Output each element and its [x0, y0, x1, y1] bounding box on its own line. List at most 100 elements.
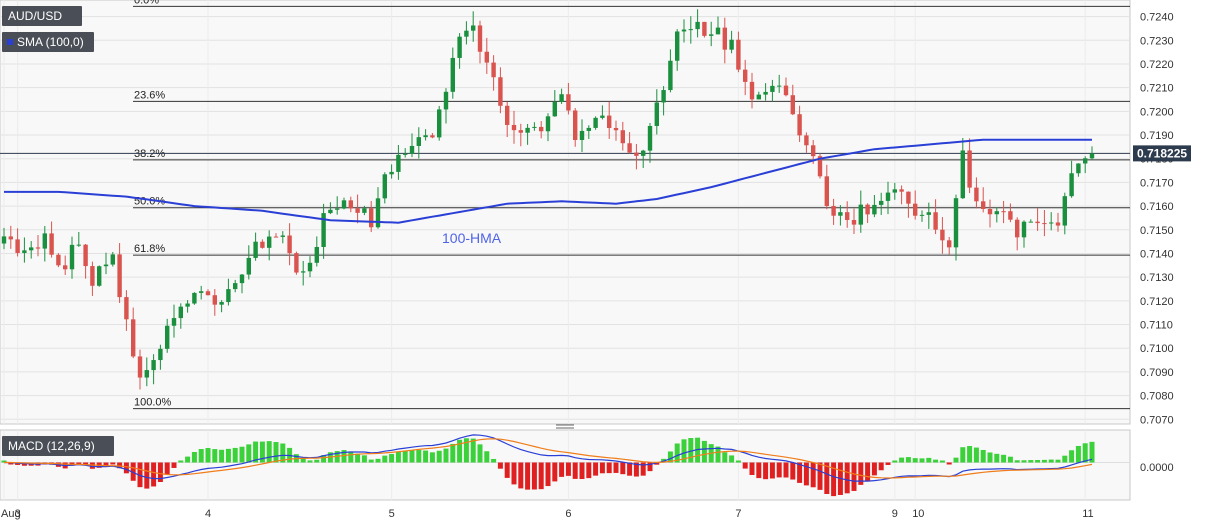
candle: [681, 19, 687, 43]
macd-hist-bar: [647, 462, 653, 472]
candle: [940, 217, 945, 254]
candle-body: [464, 30, 469, 37]
macd-hist-bar: [552, 462, 558, 482]
candle: [1001, 200, 1006, 224]
macd-hist-bar: [939, 460, 945, 463]
candle-body: [307, 262, 313, 272]
macd-hist-bar: [157, 462, 163, 483]
candle-body: [1028, 221, 1033, 223]
candle-body: [777, 85, 782, 87]
candle-body: [246, 257, 251, 275]
candle-body: [396, 154, 401, 172]
time-tick-label: 5: [389, 508, 395, 520]
candle-body: [783, 85, 789, 96]
macd-hist-bar: [450, 443, 456, 463]
candle: [76, 231, 81, 247]
candle-body: [110, 254, 115, 265]
candle: [593, 116, 598, 130]
candle: [981, 187, 986, 213]
macd-hist-bar: [885, 462, 891, 465]
panel-resize-handle[interactable]: [556, 424, 574, 429]
candle: [967, 138, 972, 194]
candle: [974, 177, 979, 209]
macd-hist-bar: [1075, 445, 1081, 463]
candle: [396, 145, 401, 180]
macd-tag[interactable]: MACD (12,26,9): [2, 436, 114, 456]
candle-body: [158, 348, 163, 361]
macd-hist-bar: [178, 460, 184, 463]
candle-body: [811, 145, 816, 157]
candle-body: [940, 229, 945, 241]
candle: [1055, 212, 1061, 232]
macd-hist-bar: [273, 442, 279, 463]
candle-body: [90, 266, 95, 286]
macd-hist-bar: [239, 446, 245, 463]
price-tick-label: 0.7160: [1140, 201, 1174, 213]
candle-body: [511, 124, 517, 131]
candle: [865, 203, 870, 224]
candle: [790, 84, 795, 116]
price-tick-label: 0.7070: [1140, 414, 1174, 426]
macd-hist-bar: [1041, 459, 1047, 463]
candle-body: [226, 289, 231, 303]
sma-tag[interactable]: SMA (100,0): [2, 32, 94, 52]
candle: [1, 227, 7, 250]
candle: [165, 318, 170, 353]
candle-body: [491, 62, 496, 78]
candle: [49, 221, 54, 258]
candle: [341, 197, 347, 210]
time-tick-label: 7: [735, 508, 741, 520]
macd-hist-bar: [1055, 459, 1061, 463]
candle-body: [131, 319, 136, 357]
candle: [124, 290, 129, 331]
price-panel: [0, 0, 1131, 425]
macd-hist-bar: [606, 462, 612, 474]
candle-body: [879, 200, 884, 205]
candle-body: [743, 69, 748, 82]
candle: [151, 354, 156, 385]
macd-hist-bar: [545, 462, 551, 487]
macd-hist-bar: [443, 448, 449, 463]
candle: [641, 149, 646, 168]
macd-hist-bar: [375, 458, 381, 463]
candle: [532, 122, 537, 131]
candle: [831, 198, 836, 225]
candle: [464, 21, 469, 45]
instrument-tag[interactable]: AUD/USD: [2, 6, 82, 26]
macd-hist-bar: [103, 462, 109, 467]
candle-body: [233, 283, 238, 290]
macd-hist-bar: [810, 462, 816, 488]
macd-hist-bar: [416, 449, 422, 463]
candle-body: [69, 244, 75, 270]
macd-hist-bar: [191, 451, 197, 463]
candle: [607, 101, 612, 139]
candle: [879, 192, 884, 215]
candle-body: [185, 303, 190, 307]
candle: [763, 83, 768, 101]
candle-body: [688, 29, 693, 31]
macd-hist-bar: [409, 450, 415, 463]
candle-body: [539, 126, 544, 132]
candle-body: [804, 135, 809, 146]
macd-hist-bar: [423, 450, 429, 463]
candle-body: [205, 291, 211, 296]
candle-body: [892, 189, 897, 193]
candle-body: [987, 208, 993, 215]
candle: [450, 47, 455, 99]
candle-body: [1089, 153, 1095, 159]
macd-hist-bar: [477, 444, 483, 463]
price-tick-label: 0.7170: [1140, 177, 1174, 189]
candle-body: [722, 27, 727, 50]
macd-hist-bar: [1069, 450, 1075, 463]
candle: [838, 205, 843, 226]
macd-hist-bar: [518, 462, 524, 489]
candle-body: [899, 189, 904, 192]
candle-body: [1049, 222, 1054, 224]
candle-body: [702, 21, 707, 36]
candle-body: [348, 200, 353, 209]
macd-zero-label: 0.0000: [1140, 462, 1174, 474]
time-tick-label: 3: [15, 508, 21, 520]
candle: [205, 289, 211, 296]
candle-body: [1, 236, 7, 244]
candle-body: [641, 150, 646, 156]
